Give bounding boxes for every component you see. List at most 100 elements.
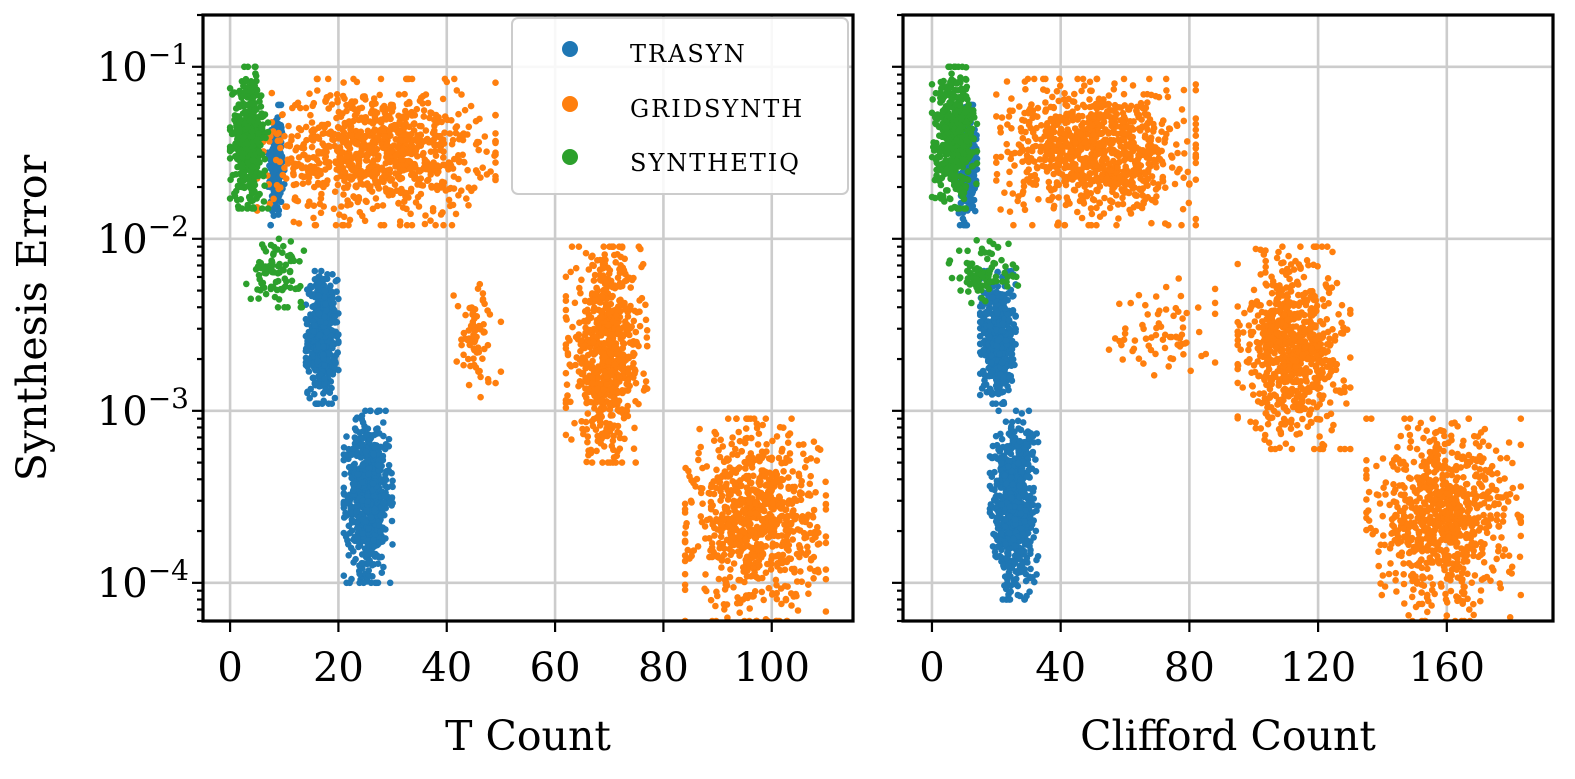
data-point-gridsynth bbox=[369, 138, 377, 145]
data-point-gridsynth bbox=[616, 430, 623, 437]
data-point-synthetiq bbox=[275, 235, 283, 243]
data-point-trasyn bbox=[320, 343, 328, 351]
data-point-trasyn bbox=[340, 484, 348, 492]
y-tick-label: 10−2 bbox=[97, 210, 189, 263]
data-point-gridsynth bbox=[630, 317, 638, 325]
data-point-trasyn bbox=[356, 570, 363, 578]
data-point-gridsynth bbox=[718, 528, 725, 536]
data-point-gridsynth bbox=[295, 154, 303, 161]
data-point-gridsynth bbox=[420, 113, 428, 120]
data-point-gridsynth bbox=[578, 418, 585, 425]
data-point-gridsynth bbox=[797, 568, 804, 575]
data-point-gridsynth bbox=[562, 404, 570, 412]
data-point-gridsynth bbox=[325, 105, 333, 112]
data-point-synthetiq bbox=[258, 205, 266, 212]
data-point-gridsynth bbox=[470, 355, 477, 363]
data-point-gridsynth bbox=[412, 199, 420, 206]
data-point-gridsynth bbox=[785, 547, 792, 554]
data-point-trasyn bbox=[380, 499, 388, 507]
data-point-synthetiq bbox=[236, 101, 244, 109]
data-point-gridsynth bbox=[769, 499, 776, 507]
data-point-gridsynth bbox=[306, 198, 313, 205]
data-point-gridsynth bbox=[786, 450, 794, 457]
data-point-gridsynth bbox=[403, 100, 411, 108]
data-point-gridsynth bbox=[491, 152, 498, 159]
data-point-gridsynth bbox=[614, 422, 622, 430]
data-point-gridsynth bbox=[325, 159, 333, 166]
data-point-gridsynth bbox=[770, 505, 777, 513]
data-point-gridsynth bbox=[750, 592, 757, 600]
data-point-trasyn bbox=[364, 457, 371, 464]
data-point-gridsynth bbox=[713, 588, 720, 596]
scatter-points bbox=[928, 63, 1525, 621]
data-point-gridsynth bbox=[471, 315, 478, 322]
data-point-gridsynth bbox=[745, 490, 752, 497]
data-point-gridsynth bbox=[611, 282, 618, 289]
data-point-gridsynth bbox=[421, 220, 429, 228]
data-point-gridsynth bbox=[619, 339, 627, 347]
data-point-gridsynth bbox=[780, 468, 787, 475]
data-point-synthetiq bbox=[262, 290, 270, 298]
data-point-gridsynth bbox=[382, 116, 390, 123]
legend-marker-synthetiq bbox=[562, 149, 578, 165]
data-point-gridsynth bbox=[752, 510, 760, 517]
data-point-gridsynth bbox=[588, 459, 596, 466]
data-point-gridsynth bbox=[400, 114, 408, 122]
data-point-trasyn bbox=[369, 480, 377, 488]
data-point-gridsynth bbox=[721, 470, 729, 478]
data-point-gridsynth bbox=[465, 355, 472, 363]
data-point-gridsynth bbox=[460, 351, 467, 359]
data-point-gridsynth bbox=[465, 202, 472, 209]
data-point-trasyn bbox=[306, 394, 314, 402]
data-point-gridsynth bbox=[419, 151, 426, 159]
data-point-gridsynth bbox=[589, 261, 596, 269]
data-point-trasyn bbox=[312, 367, 319, 374]
data-point-gridsynth bbox=[807, 529, 814, 537]
data-point-gridsynth bbox=[792, 590, 800, 598]
data-point-gridsynth bbox=[362, 96, 369, 103]
data-point-gridsynth bbox=[439, 161, 447, 169]
y-tick-label: 10−3 bbox=[97, 382, 189, 435]
data-point-gridsynth bbox=[299, 180, 307, 187]
data-point-trasyn bbox=[375, 462, 383, 470]
data-point-gridsynth bbox=[708, 540, 716, 547]
data-point-gridsynth bbox=[583, 360, 591, 367]
data-point-gridsynth bbox=[369, 144, 376, 152]
data-point-gridsynth bbox=[611, 361, 619, 368]
legend-label-trasyn: TRASYN bbox=[630, 40, 747, 68]
data-point-gridsynth bbox=[392, 152, 400, 160]
data-point-gridsynth bbox=[738, 482, 745, 490]
data-point-gridsynth bbox=[625, 354, 633, 362]
data-point-gridsynth bbox=[777, 567, 784, 574]
data-point-trasyn bbox=[388, 517, 396, 525]
data-point-gridsynth bbox=[622, 305, 630, 312]
data-point-synthetiq bbox=[274, 304, 282, 311]
data-point-gridsynth bbox=[738, 447, 745, 455]
data-point-gridsynth bbox=[783, 532, 790, 540]
data-point-trasyn bbox=[273, 123, 281, 130]
data-point-gridsynth bbox=[314, 87, 321, 94]
data-point-gridsynth bbox=[707, 503, 715, 511]
data-point-gridsynth bbox=[804, 543, 811, 551]
data-point-trasyn bbox=[363, 507, 371, 514]
data-point-gridsynth bbox=[607, 350, 615, 358]
data-point-trasyn bbox=[385, 461, 393, 469]
data-point-gridsynth bbox=[591, 291, 599, 298]
data-point-trasyn bbox=[320, 390, 327, 397]
data-point-synthetiq bbox=[244, 201, 251, 209]
data-point-gridsynth bbox=[618, 243, 626, 250]
data-point-gridsynth bbox=[294, 132, 302, 140]
data-point-trasyn bbox=[348, 527, 356, 534]
data-point-gridsynth bbox=[429, 207, 437, 215]
data-point-synthetiq bbox=[232, 140, 239, 147]
data-point-gridsynth bbox=[395, 91, 403, 98]
data-point-trasyn bbox=[360, 579, 367, 587]
data-point-gridsynth bbox=[696, 425, 703, 433]
data-point-gridsynth bbox=[633, 338, 640, 346]
data-point-synthetiq bbox=[284, 304, 291, 311]
data-point-trasyn bbox=[381, 445, 389, 453]
data-point-trasyn bbox=[302, 347, 310, 355]
data-point-gridsynth bbox=[446, 130, 454, 137]
data-point-trasyn bbox=[350, 559, 357, 566]
